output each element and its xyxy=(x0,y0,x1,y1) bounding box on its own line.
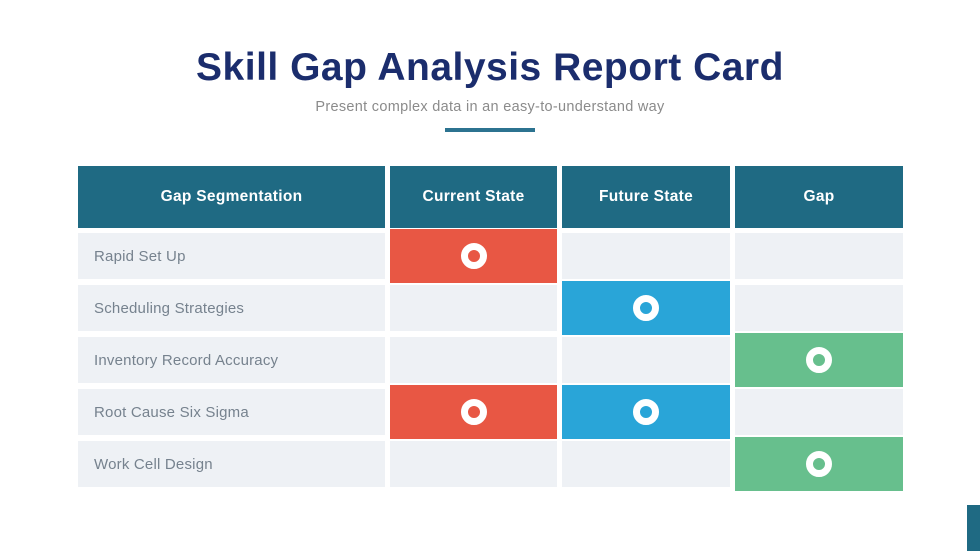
row-label-cell: Inventory Record Accuracy xyxy=(78,337,385,383)
table-row: Work Cell Design xyxy=(78,437,904,491)
row-label-cell: Scheduling Strategies xyxy=(78,285,385,331)
corner-accent xyxy=(967,505,980,551)
current-state-cell xyxy=(390,337,557,383)
state-marker xyxy=(735,437,903,491)
column-header-future-state: Future State xyxy=(562,166,730,228)
column-header-gap-segmentation: Gap Segmentation xyxy=(78,166,385,228)
state-marker xyxy=(390,229,557,283)
table-row: Inventory Record Accuracy xyxy=(78,333,904,387)
gap-cell xyxy=(735,333,903,387)
row-label-cell: Work Cell Design xyxy=(78,441,385,487)
table-row: Root Cause Six Sigma xyxy=(78,385,904,439)
gap-cell xyxy=(735,389,903,435)
donut-ring-icon xyxy=(460,399,487,425)
column-header-gap: Gap xyxy=(735,166,903,228)
donut-ring-icon xyxy=(806,451,832,477)
title-divider xyxy=(445,128,535,132)
row-label-cell: Root Cause Six Sigma xyxy=(78,389,385,435)
row-label-cell: Rapid Set Up xyxy=(78,233,385,279)
donut-ring-icon xyxy=(806,347,832,373)
current-state-cell xyxy=(390,229,557,283)
table-row: Rapid Set Up xyxy=(78,229,904,283)
future-state-cell xyxy=(562,337,730,383)
table-header-row: Gap Segmentation Current State Future St… xyxy=(78,166,904,228)
future-state-cell xyxy=(562,441,730,487)
gap-cell xyxy=(735,285,903,331)
table-row: Scheduling Strategies xyxy=(78,281,904,335)
state-marker xyxy=(390,385,557,439)
donut-ring-icon xyxy=(460,243,487,269)
current-state-cell xyxy=(390,385,557,439)
future-state-cell xyxy=(562,233,730,279)
column-header-current-state: Current State xyxy=(390,166,557,228)
current-state-cell xyxy=(390,285,557,331)
page-subtitle: Present complex data in an easy-to-under… xyxy=(315,99,665,115)
gap-cell xyxy=(735,233,903,279)
state-marker xyxy=(735,333,903,387)
table-body: Rapid Set Up Scheduling Strategies Invento… xyxy=(78,229,904,491)
state-marker xyxy=(562,385,730,439)
donut-ring-icon xyxy=(633,295,659,321)
future-state-cell xyxy=(562,385,730,439)
future-state-cell xyxy=(562,281,730,335)
donut-ring-icon xyxy=(633,399,659,425)
state-marker xyxy=(562,281,730,335)
current-state-cell xyxy=(390,441,557,487)
gap-cell xyxy=(735,437,903,491)
page-title: Skill Gap Analysis Report Card xyxy=(196,46,784,89)
skill-gap-table: Gap Segmentation Current State Future St… xyxy=(78,166,904,493)
